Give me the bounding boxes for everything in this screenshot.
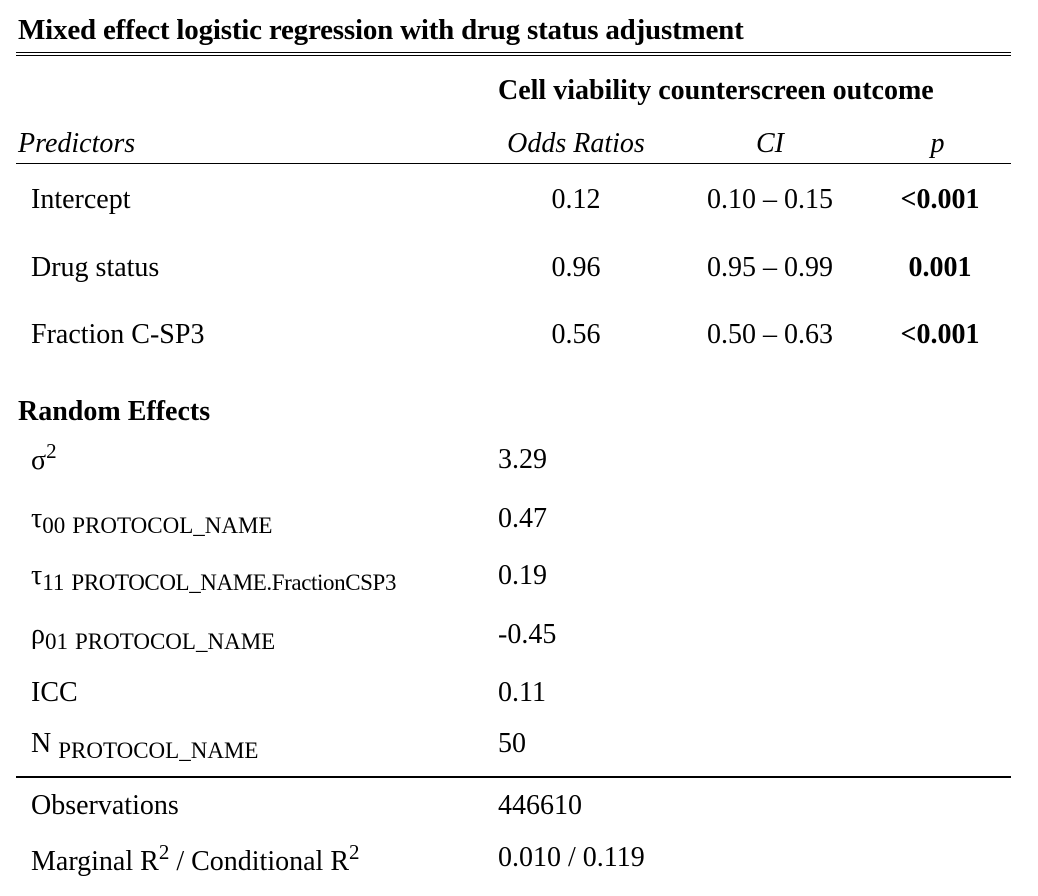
tau00-value: 0.47 [498, 503, 547, 534]
tau11-label: τ11 PROTOCOL_NAME.FractionCSP3 [31, 560, 396, 595]
column-header-ci: CI [756, 128, 784, 159]
tau11-value: 0.19 [498, 560, 547, 591]
row-odds-ratio: 0.56 [551, 319, 601, 350]
row-label: Drug status [31, 252, 160, 283]
tau11-group-name: PROTOCOL_NAME.FractionCSP3 [71, 570, 397, 595]
conditional-r-superscript: 2 [349, 840, 360, 864]
caption-rule-bottom [16, 55, 1011, 56]
table-caption: Mixed effect logistic regression with dr… [18, 14, 744, 46]
rho01-subscript: 01 [44, 629, 68, 654]
sigma-symbol: σ [31, 445, 47, 476]
row-ci: 0.10 – 0.15 [707, 184, 833, 215]
row-odds-ratio: 0.96 [551, 252, 601, 283]
n-group-name: PROTOCOL_NAME [58, 738, 259, 763]
rho01-label: ρ01 PROTOCOL_NAME [31, 619, 275, 654]
observations-value: 446610 [498, 790, 582, 821]
r2-label: Marginal R2 / Conditional R2 [31, 842, 360, 877]
tau-symbol: τ [31, 503, 43, 534]
row-ci: 0.50 – 0.63 [707, 319, 833, 350]
header-rule [16, 163, 1011, 164]
n-label: N PROTOCOL_NAME [31, 728, 258, 763]
column-header-predictors: Predictors [18, 128, 136, 159]
tau00-subscript: 00 [42, 513, 66, 538]
row-label: Fraction C-SP3 [31, 319, 205, 350]
row-ci: 0.95 – 0.99 [707, 252, 833, 283]
r2-value: 0.010 / 0.119 [498, 842, 645, 873]
icc-label: ICC [31, 677, 78, 708]
row-label: Intercept [31, 184, 131, 215]
marginal-r-superscript: 2 [158, 840, 170, 864]
conditional-r-text: / Conditional R [169, 846, 349, 877]
row-p-value: <0.001 [900, 184, 980, 215]
icc-value: 0.11 [498, 677, 546, 708]
marginal-r-text: Marginal R [31, 846, 159, 877]
observations-label: Observations [31, 790, 179, 821]
rho-symbol: ρ [31, 619, 45, 650]
sigma2-value: 3.29 [498, 444, 547, 475]
rho01-value: -0.45 [498, 619, 557, 650]
column-header-odds-ratios: Odds Ratios [507, 128, 645, 159]
row-p-value: 0.001 [908, 252, 972, 283]
column-header-p: p [930, 128, 945, 159]
tau00-label: τ00 PROTOCOL_NAME [31, 503, 272, 538]
n-value: 50 [498, 728, 526, 759]
row-p-value: <0.001 [900, 319, 980, 350]
n-symbol: N [31, 728, 52, 759]
random-effects-heading: Random Effects [18, 396, 211, 427]
tau11-subscript: 11 [42, 570, 65, 595]
tau-symbol: τ [31, 560, 43, 591]
sigma-superscript: 2 [46, 439, 57, 463]
row-odds-ratio: 0.12 [551, 184, 601, 215]
sigma2-label: σ2 [31, 441, 57, 476]
outcome-header: Cell viability counterscreen outcome [498, 75, 934, 106]
footer-rule [16, 776, 1011, 778]
rho01-group-name: PROTOCOL_NAME [74, 629, 276, 654]
tau00-group-name: PROTOCOL_NAME [72, 513, 273, 538]
caption-rule-top [16, 52, 1011, 53]
